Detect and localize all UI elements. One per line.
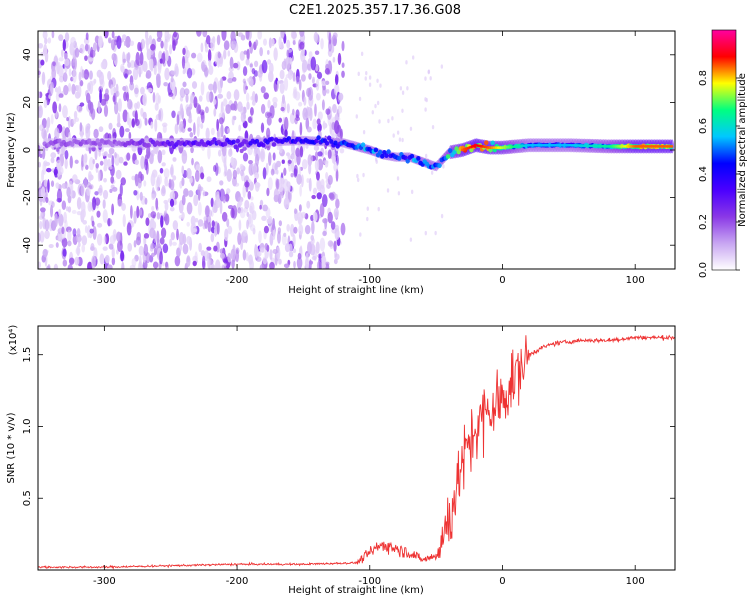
spectrogram-x-tick-label: -100 [358, 275, 381, 286]
colorbar-label: Normalized spectral amplitude [737, 73, 748, 227]
snr-plot-area [38, 334, 675, 570]
spectrogram-y-tick-label: 0 [22, 147, 33, 153]
snr-x-tick-label: -300 [93, 576, 116, 587]
colorbar-tick-label: 0.4 [698, 166, 709, 182]
snr-y-tick-label: 1.0 [22, 419, 33, 435]
spectrogram-x-ticks: -300 -200 -100 0 100 [93, 31, 645, 286]
spectrogram-y-tick-label: 20 [22, 96, 33, 109]
colorbar-frame [711, 29, 737, 271]
colorbar-tick-label: 0.6 [698, 118, 709, 134]
snr-frame [37, 325, 676, 571]
snr-x-label: Height of straight line (km) [288, 585, 424, 596]
snr-panel: -300 -200 -100 0 100 0.5 1.0 1.5 Height of str… [6, 325, 676, 596]
spectrogram-x-tick-label: 100 [626, 275, 645, 286]
spectrogram-y-tick-label: 40 [22, 48, 33, 61]
spectrogram-x-tick-label: -300 [93, 275, 116, 286]
colorbar: 0.0 0.2 0.4 0.6 0.8 Normalized spectral ampl… [698, 29, 748, 278]
colorbar-tick-label: 0.2 [698, 214, 709, 230]
spectrogram-y-tick-label: -20 [22, 189, 33, 205]
snr-y-multiplier: (x10⁴) [8, 325, 19, 356]
colorbar-tick-label: 0.8 [698, 70, 709, 86]
snr-x-tick-label: 0 [499, 576, 505, 587]
snr-y-tick-label: 1.5 [22, 347, 33, 363]
snr-x-tick-label: 100 [626, 576, 645, 587]
spectrogram-x-tick-label: 0 [499, 275, 505, 286]
snr-y-label: SNR (10 * v/v) [6, 412, 17, 483]
spectrogram-x-label: Height of straight line (km) [288, 285, 424, 296]
spectrogram-x-tick-label: -200 [226, 275, 249, 286]
spectrogram-y-ticks: -40 -20 0 20 40 [22, 48, 675, 253]
colorbar-ticks: 0.0 0.2 0.4 0.6 0.8 [698, 70, 740, 278]
snr-x-tick-label: -200 [226, 576, 249, 587]
snr-series-line [38, 334, 675, 570]
spectrogram-ridge [42, 135, 675, 172]
chart-title: C2E1.2025.357.17.36.G08 [289, 3, 461, 18]
snr-x-tick-label: -100 [358, 576, 381, 587]
colorbar-gradient [712, 30, 736, 270]
spectrogram-plot-area [38, 31, 675, 269]
snr-y-ticks: 0.5 1.0 1.5 [22, 347, 675, 506]
colorbar-tick-label: 0.0 [698, 262, 709, 278]
snr-y-tick-label: 0.5 [22, 490, 33, 506]
snr-x-ticks: -300 -200 -100 0 100 [93, 326, 645, 587]
spectrogram-y-tick-label: -40 [22, 237, 33, 253]
spectrogram-y-label: Frequency (Hz) [6, 112, 17, 188]
